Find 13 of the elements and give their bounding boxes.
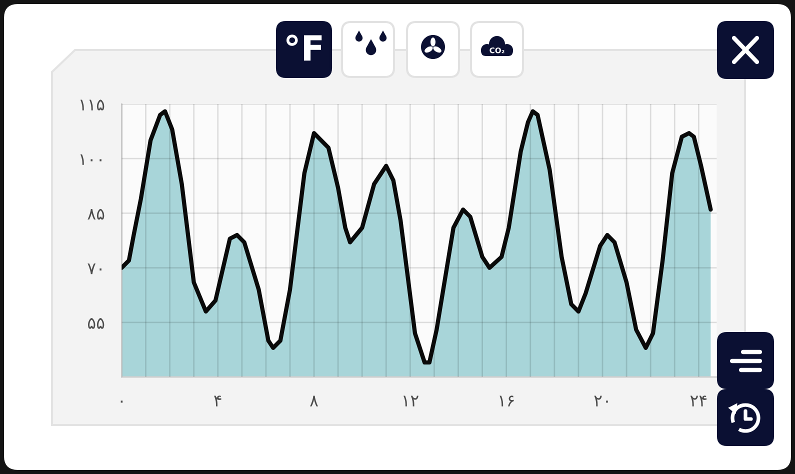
- y-tick-label: ۵۵: [88, 318, 104, 329]
- text: °F: [286, 34, 322, 61]
- y-tick-label: ۱۱۵: [80, 100, 104, 110]
- x-tick-label: ۸: [310, 396, 318, 406]
- y-tick-label: ۸۵: [88, 208, 104, 220]
- y-tick-label: ۱۰۰: [80, 154, 102, 165]
- x-tick-label: ۰: [120, 400, 123, 403]
- y-tick-label: ۷۰: [88, 264, 102, 274]
- x-tick-label: ۴: [214, 396, 222, 406]
- x-tick-label: ۱۲: [403, 396, 418, 406]
- x-tick-label: ۱۶: [500, 396, 514, 406]
- x-tick-label: ۲۴: [690, 396, 707, 406]
- x-tick-label: ۲۰: [594, 396, 608, 406]
